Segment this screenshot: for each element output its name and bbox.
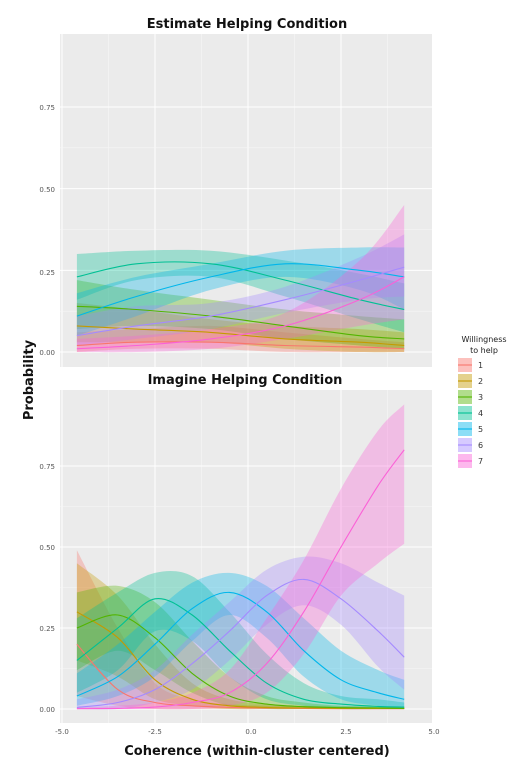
series-line-level-5	[76, 591, 405, 700]
legend-label-1: 1	[478, 361, 483, 370]
ci-band-level-5	[76, 572, 405, 709]
panel-estimate-grid	[60, 34, 432, 367]
xtick-label: -5.0	[55, 728, 69, 736]
ci-band-level-5	[76, 247, 405, 336]
legend-label-7: 7	[478, 457, 483, 466]
ci-band-level-7	[76, 404, 405, 710]
xtick-label: 0.0	[245, 728, 256, 736]
panel-estimate-bands	[76, 205, 405, 353]
ytick-label: 0.75	[39, 463, 55, 471]
y-axis-title: Probability	[22, 339, 37, 420]
ytick-label: 0.75	[39, 104, 55, 112]
ci-band-level-6	[76, 556, 405, 710]
ytick-label: 0.50	[39, 544, 55, 552]
ci-band-level-6	[76, 234, 405, 346]
legend-label-5: 5	[478, 425, 483, 434]
ytick-label: 0.25	[39, 625, 55, 633]
series-line-level-1	[76, 341, 405, 350]
ci-band-level-1	[76, 550, 405, 710]
ci-band-level-7	[76, 205, 405, 353]
xtick-label: 5.0	[428, 728, 439, 736]
series-line-level-3	[76, 305, 405, 340]
panel-title-estimate: Estimate Helping Condition	[147, 17, 348, 32]
ci-band-level-1	[76, 325, 405, 353]
x-axis-title: Coherence (within-cluster centered)	[124, 744, 389, 759]
xtick-label: 2.5	[340, 728, 351, 736]
series-line-level-4	[76, 261, 405, 311]
ci-band-level-3	[76, 280, 405, 349]
panel-estimate-lines	[76, 261, 405, 350]
ci-band-level-4	[76, 571, 405, 710]
ci-band-level-2	[76, 563, 405, 710]
series-line-level-7	[76, 276, 405, 350]
panel-imagine-lines	[76, 449, 405, 710]
ytick-label: 0.50	[39, 186, 55, 194]
ci-band-level-3	[76, 585, 405, 710]
panel-imagine	[60, 390, 432, 723]
panel-title-imagine: Imagine Helping Condition	[148, 373, 343, 388]
series-line-level-5	[76, 263, 405, 317]
panel-imagine-yticks: 0.00 0.25 0.50 0.75	[39, 463, 55, 714]
ytick-label: 0.00	[39, 349, 55, 357]
panel-estimate	[60, 34, 432, 367]
ytick-label: 0.25	[39, 269, 55, 277]
xtick-label: -2.5	[148, 728, 162, 736]
ci-band-level-2	[76, 303, 405, 353]
ytick-label: 0.00	[39, 706, 55, 714]
legend: Willingness to help 1 2 3 4 5 6 7	[458, 335, 507, 468]
legend-title-line2: to help	[470, 346, 498, 355]
legend-label-6: 6	[478, 441, 483, 450]
legend-label-4: 4	[478, 409, 483, 418]
legend-label-2: 2	[478, 377, 483, 386]
panel-estimate-yticks: 0.00 0.25 0.50 0.75	[39, 104, 55, 357]
x-axis-ticks: -5.0 -2.5 0.0 2.5 5.0	[55, 728, 439, 736]
legend-items: 1 2 3 4 5 6 7	[458, 358, 483, 468]
series-line-level-7	[76, 449, 405, 710]
legend-title-line1: Willingness	[461, 335, 506, 344]
series-line-level-2	[76, 325, 405, 347]
series-line-level-6	[76, 266, 405, 337]
series-line-level-3	[76, 614, 405, 709]
panel-imagine-bands	[76, 404, 405, 710]
series-line-level-6	[76, 578, 405, 708]
ci-band-level-4	[76, 249, 405, 333]
series-line-level-4	[76, 597, 405, 708]
legend-label-3: 3	[478, 393, 483, 402]
